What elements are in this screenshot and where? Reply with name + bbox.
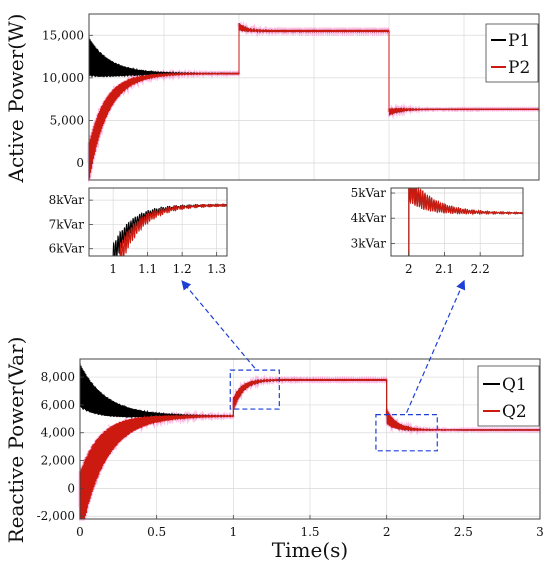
series-line-P2: [88, 71, 240, 180]
series-line-Q2: [232, 378, 388, 410]
active-grid: [89, 14, 539, 180]
x-tick-label: 1.5: [300, 525, 319, 539]
y-tick-label: 6kVar: [49, 242, 85, 256]
x-tick-label: 2: [383, 525, 391, 539]
reactive-traces: [78, 363, 542, 521]
zoom2-x-ticks: 2 2.1 2.2: [405, 252, 490, 276]
x-tick-label: 1: [230, 525, 238, 539]
reactive-y-label: Reactive Power(Var): [4, 337, 28, 544]
y-tick-label: 8kVar: [49, 193, 85, 207]
y-tick-label: 7kVar: [49, 217, 85, 231]
zoom-region-box: [229, 369, 280, 410]
x-tick-label: 1.1: [138, 262, 157, 276]
zoom2-frame: [390, 187, 524, 257]
y-tick-label: 4kVar: [351, 211, 387, 225]
x-tick-label: 1: [109, 262, 117, 276]
legend-p1-label: P1: [508, 31, 530, 51]
series-line-Q2: [79, 413, 234, 520]
active-legend-box: [485, 23, 539, 83]
series-line-P2: [238, 23, 390, 34]
active-traces: [87, 21, 541, 183]
zoom-series-line: [408, 187, 524, 216]
zoom1-grid: [89, 188, 227, 256]
x-tick-label: 2: [405, 262, 413, 276]
zoom-series-line: [112, 203, 228, 257]
y-tick-label: 8,000: [41, 370, 75, 384]
x-tick-label: 1.3: [207, 262, 226, 276]
y-tick-label: 15,000: [42, 28, 84, 42]
x-tick-label: 2.1: [435, 262, 454, 276]
zoom-series-line: [119, 203, 228, 257]
y-tick-label: 4,000: [41, 426, 75, 440]
y-tick-label: 0: [76, 156, 84, 170]
zoom-connector-arrow: [181, 280, 256, 369]
reactive-grid: [80, 359, 540, 519]
y-tick-label: 0: [67, 481, 75, 495]
reactive-x-ticks: 0 0.5 1 1.5 2 2.5 3: [76, 515, 544, 539]
zoom2-y-ticks: 3kVar 4kVar 5kVar: [351, 186, 395, 250]
zoom1-frame: [88, 187, 228, 257]
y-tick-label: -2,000: [37, 509, 75, 523]
reactive-y-ticks: -2,000 0 2,000 4,000 6,000 8,000: [37, 370, 84, 523]
active-power-panel: 0 5,000 10,000 15,000 Active Power(W) P1 P2: [4, 13, 541, 184]
active-y-ticks: 0 5,000 10,000 15,000: [42, 28, 93, 170]
zoom-inset-2: 3kVar 4kVar 5kVar 2 2.1 2.2: [351, 186, 524, 276]
y-tick-label: 10,000: [42, 71, 84, 85]
reactive-legend-box: [477, 365, 540, 427]
zoom-inset-1: 6kVar 7kVar 8kVar 1 1.1 1.2 1.3: [49, 187, 228, 276]
reactive-legend: Q1 Q2: [477, 365, 540, 427]
y-tick-label: 6,000: [41, 398, 75, 412]
zoom-connectors: [181, 279, 466, 413]
zoom1-y-ticks: 6kVar 7kVar 8kVar: [49, 193, 93, 256]
x-tick-label: 2.5: [454, 525, 473, 539]
series-line-P2: [388, 106, 540, 116]
y-tick-label: 2,000: [41, 454, 75, 468]
y-tick-label: 5,000: [50, 113, 84, 127]
active-legend: P1 P2: [485, 23, 539, 83]
legend-p2-label: P2: [508, 58, 530, 78]
x-tick-label: 0.5: [147, 525, 166, 539]
series-line-Q2: [386, 408, 541, 432]
legend-q1-label: Q1: [502, 375, 527, 395]
active-frame: [88, 13, 540, 181]
zoom2-traces: [408, 186, 524, 256]
reactive-x-label: Time(s): [272, 538, 348, 562]
y-tick-label: 3kVar: [351, 236, 387, 250]
x-tick-label: 2.2: [471, 262, 490, 276]
zoom1-traces: [112, 203, 228, 257]
x-tick-label: 0: [76, 525, 84, 539]
x-tick-label: 1.2: [173, 262, 192, 276]
zoom-region-box: [375, 414, 438, 452]
zoom-region-boxes: [229, 369, 438, 452]
zoom-connector-arrow: [406, 279, 466, 413]
y-tick-label: 5kVar: [351, 186, 387, 200]
legend-q2-label: Q2: [502, 402, 527, 422]
zoom1-x-ticks: 1 1.1 1.2 1.3: [109, 252, 226, 276]
active-y-label: Active Power(W): [4, 14, 28, 184]
x-tick-label: 3: [536, 525, 544, 539]
